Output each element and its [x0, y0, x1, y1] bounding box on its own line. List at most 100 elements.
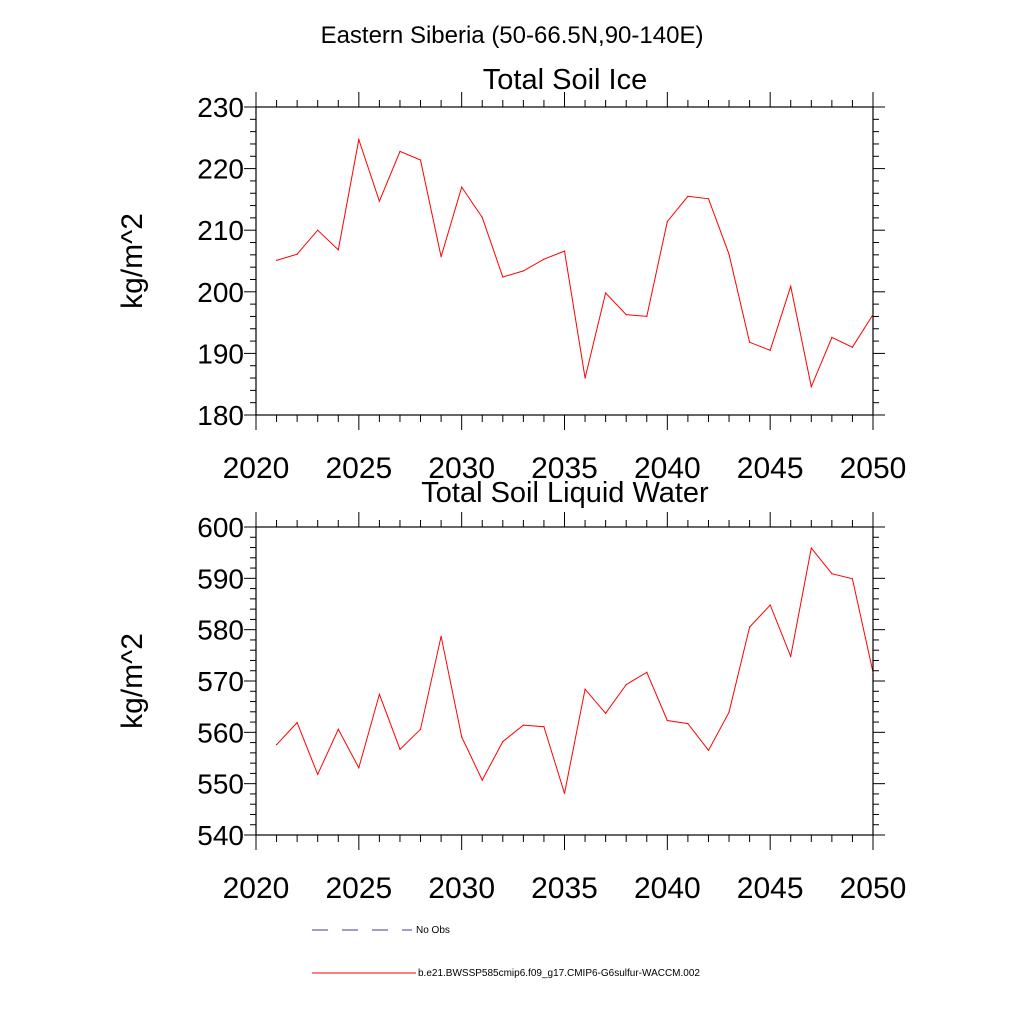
panel-soil-liquid-water-data-point — [358, 767, 360, 769]
panel-soil-ice-data-point — [358, 139, 360, 141]
xtick-label: 2050 — [840, 452, 907, 485]
panel-soil-ice-data-point — [625, 313, 627, 316]
panel-soil-liquid-water-xtick-labels: 2020 2025 2030 2035 2040 2045 2050 — [223, 872, 907, 905]
panel-soil-ice-data-point — [440, 256, 442, 258]
legend-no-obs-label: No Obs — [416, 925, 450, 936]
ytick-label: 220 — [197, 154, 244, 185]
figure-suptitle: Eastern Siberia (50-66.5N,90-140E) — [321, 22, 704, 49]
panel-soil-ice-frame — [255, 106, 874, 416]
legend-model-label: b.e21.BWSSP585cmip6.f09_g17.CMIP6-G6sulf… — [418, 968, 700, 979]
panel-soil-ice-data-point — [707, 198, 710, 200]
panel-soil-liquid-water-data-point — [543, 726, 545, 728]
panel-soil-ice-data-point — [543, 258, 545, 260]
panel-soil-ice-data-point — [419, 159, 422, 161]
panel-soil-ice-data-point — [810, 386, 812, 388]
panel-soil-liquid-water-ticks — [244, 512, 885, 850]
ytick-label: 550 — [197, 769, 244, 800]
xtick-label: 2035 — [531, 872, 598, 905]
ytick-label: 180 — [197, 400, 244, 431]
panel-soil-ice-xtick-labels: 2020 2025 2030 2035 2040 2045 2050 — [223, 452, 907, 485]
ytick-label: 200 — [197, 277, 244, 308]
panel-soil-liquid-water-data-point — [769, 604, 771, 606]
panel-soil-liquid-water-data-point — [831, 573, 833, 575]
xtick-label: 2050 — [840, 872, 907, 905]
xtick-label: 2025 — [325, 872, 392, 905]
panel-soil-ice-data-point — [605, 292, 607, 294]
xtick-label: 2025 — [325, 452, 392, 485]
panel-soil-ice-data-point — [728, 253, 730, 255]
xtick-label: 2040 — [634, 452, 701, 485]
panel-soil-liquid-water-data-point — [810, 547, 812, 549]
legend: No Obs b.e21.BWSSP585cmip6.f09_g17.CMIP6… — [312, 925, 700, 979]
panel-soil-liquid-water-data-point — [872, 671, 874, 673]
panel-soil-liquid-water-data-point — [440, 635, 442, 637]
ytick-label: 590 — [197, 563, 244, 594]
panel-soil-ice-data-point — [378, 200, 380, 202]
ytick-label: 190 — [197, 338, 244, 369]
panel-soil-liquid-water-data-point — [317, 773, 319, 776]
xtick-label: 2030 — [428, 872, 495, 905]
panel-soil-liquid-water-data-point — [687, 723, 689, 725]
xtick-label: 2040 — [634, 872, 701, 905]
panel-soil-ice-data-point — [502, 276, 504, 278]
ytick-label: 210 — [197, 215, 244, 246]
panel-soil-liquid-water-data-point — [399, 748, 401, 750]
panel-soil-liquid-water-ytick-labels: 540 550 560 570 580 590 600 — [197, 512, 244, 851]
panel-soil-liquid-water-title: Total Soil Liquid Water — [421, 477, 709, 509]
ytick-label: 570 — [197, 666, 244, 697]
panel-soil-liquid-water-ylabel: kg/m^2 — [116, 633, 149, 729]
panel-soil-ice-data-point — [563, 250, 566, 252]
panel-soil-ice-data-point — [687, 195, 689, 197]
panel-soil-liquid-water-data-point — [481, 779, 483, 781]
panel-soil-ice-data-point — [296, 253, 298, 255]
panel-soil-ice-data-point — [666, 220, 668, 223]
xtick-label: 2045 — [737, 872, 804, 905]
panel-soil-liquid-water-data-point — [646, 671, 648, 673]
panel-soil-ice-data-point — [769, 349, 771, 351]
panel-soil-ice-ylabel: kg/m^2 — [116, 213, 149, 309]
panel-soil-ice-data-point — [522, 270, 524, 272]
xtick-label: 2020 — [223, 872, 290, 905]
panel-soil-liquid-water-data-point — [337, 728, 339, 730]
panel-soil-ice-data-point — [646, 315, 648, 318]
panel-soil-ice-data-point — [481, 216, 483, 218]
panel-soil-liquid-water-data-point — [666, 719, 668, 722]
xtick-label: 2030 — [428, 452, 495, 485]
panel-soil-ice-ticks — [244, 92, 885, 430]
panel-soil-ice-data-point — [584, 377, 586, 379]
panel-soil-ice-data-point — [790, 285, 792, 287]
ytick-label: 540 — [197, 820, 244, 851]
panel-soil-liquid-water-data-point — [790, 655, 792, 657]
panel-soil-liquid-water-data-point — [296, 721, 298, 724]
panel-soil-liquid-water-data-point — [728, 711, 730, 713]
panel-soil-ice-data-point — [275, 259, 278, 261]
panel-soil-liquid-water-data-point — [851, 578, 854, 580]
ytick-label: 560 — [197, 717, 244, 748]
panel-soil-liquid-water-data-point — [707, 749, 710, 751]
panel-soil-liquid-water: Total Soil Liquid Water kg/m^2 540 550 560… — [116, 477, 906, 905]
ytick-label: 230 — [197, 92, 244, 123]
panel-soil-ice-data-point — [749, 341, 751, 343]
panel-soil-liquid-water-frame — [255, 526, 874, 836]
xtick-label: 2035 — [531, 452, 598, 485]
panel-soil-ice-data-point — [872, 313, 874, 316]
panel-soil-liquid-water-data-point — [275, 744, 278, 746]
panel-soil-liquid-water-data-point — [625, 683, 627, 686]
panel-soil-liquid-water-data-point — [419, 728, 422, 730]
panel-soil-ice-series-line — [276, 137, 874, 389]
panel-soil-liquid-water-data-point — [461, 736, 463, 738]
panel-soil-ice-ytick-labels: 180 190 200 210 220 230 — [197, 92, 244, 431]
panel-soil-liquid-water-data-point — [563, 792, 566, 795]
ytick-label: 600 — [197, 512, 244, 543]
panel-soil-ice-data-point — [851, 346, 854, 348]
panel-soil-liquid-water-data-point — [522, 724, 524, 726]
panel-soil-liquid-water-data-point — [378, 693, 380, 695]
xtick-label: 2045 — [737, 452, 804, 485]
panel-soil-ice-title: Total Soil Ice — [483, 64, 647, 96]
xtick-label: 2020 — [223, 452, 290, 485]
ytick-label: 580 — [197, 615, 244, 646]
panel-soil-liquid-water-series-line — [276, 546, 874, 794]
panel-soil-liquid-water-data-point — [502, 740, 504, 743]
panel-soil-liquid-water-data-point — [584, 688, 586, 690]
